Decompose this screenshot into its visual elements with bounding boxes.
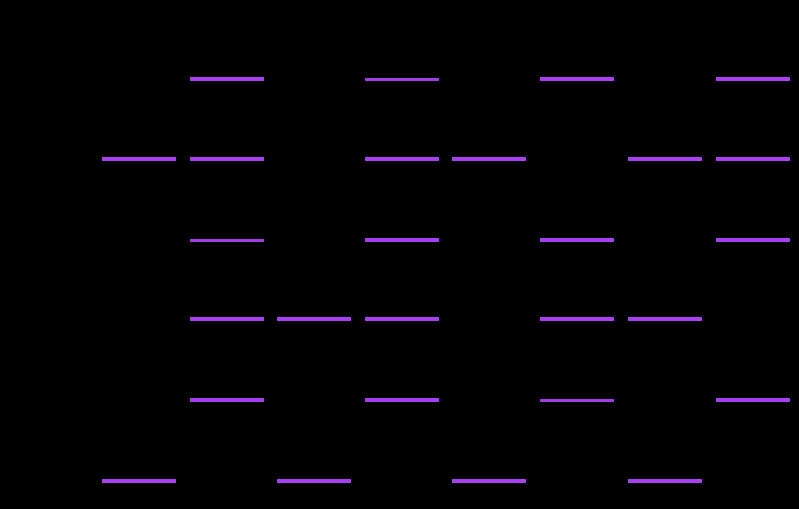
dash-marker xyxy=(452,157,526,161)
dash-marker xyxy=(628,157,702,161)
dash-marker xyxy=(540,77,614,81)
dash-marker xyxy=(190,398,264,402)
dash-marker xyxy=(716,238,790,242)
dash-marker xyxy=(190,317,264,321)
dash-marker xyxy=(452,479,526,483)
dash-marker xyxy=(540,399,614,402)
dash-marker xyxy=(190,239,264,242)
dash-marker xyxy=(628,479,702,483)
dash-marker xyxy=(365,157,439,161)
dash-marker xyxy=(365,238,439,242)
dash-marker xyxy=(628,317,702,321)
dash-marker xyxy=(716,398,790,402)
dash-marker xyxy=(102,157,176,161)
dash-marker xyxy=(540,317,614,321)
dash-marker xyxy=(277,317,351,321)
dash-marker xyxy=(365,78,439,81)
dash-marker xyxy=(716,157,790,161)
dash-marker xyxy=(365,317,439,321)
dash-marker xyxy=(190,157,264,161)
dash-marker xyxy=(102,479,176,483)
dash-marker xyxy=(716,77,790,81)
dash-marker xyxy=(277,479,351,483)
dash-marker xyxy=(190,77,264,81)
dash-marker xyxy=(540,238,614,242)
dash-marker xyxy=(365,398,439,402)
